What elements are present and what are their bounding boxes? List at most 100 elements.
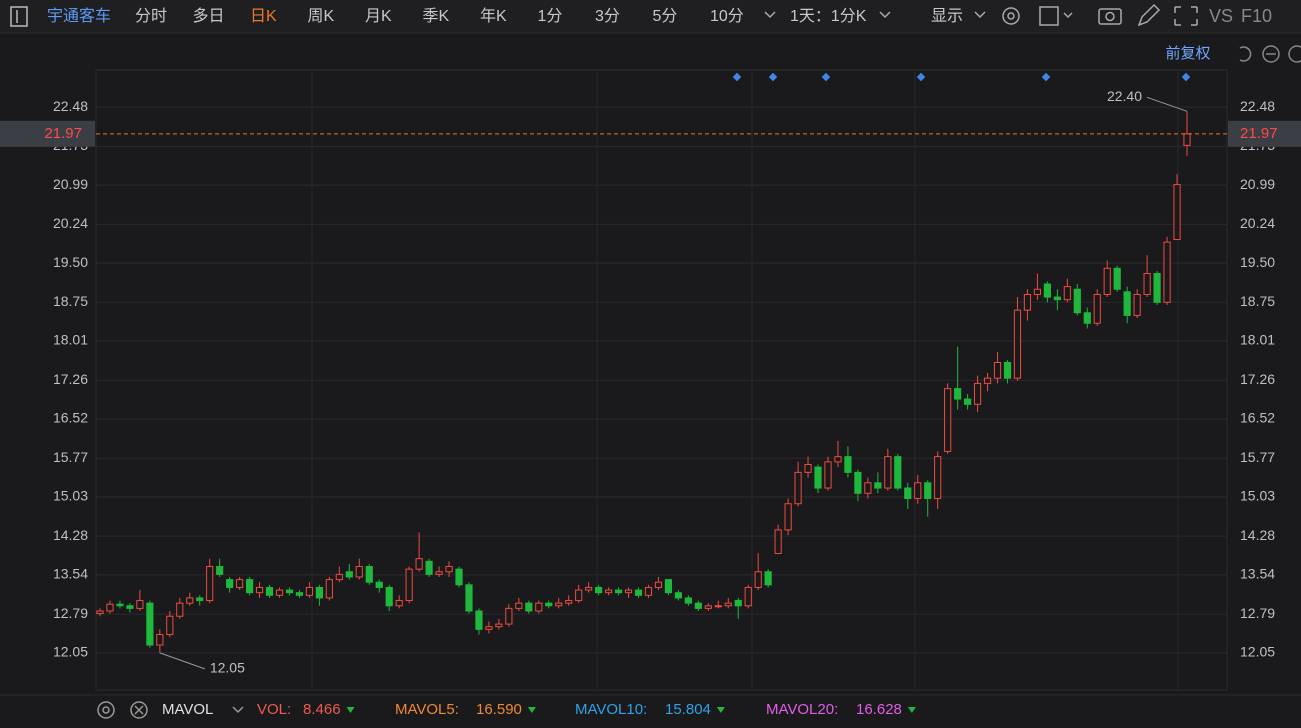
candle-body (854, 471, 862, 494)
candle-body (315, 586, 323, 599)
candle-body (934, 456, 942, 500)
period-tab[interactable]: 日K (250, 8, 277, 25)
candle-body (694, 602, 702, 609)
candle-body (904, 487, 912, 500)
candle-body (405, 568, 413, 602)
toolbar (0, 0, 1301, 33)
candle-body (106, 603, 114, 612)
period-tab[interactable]: 月K (365, 8, 392, 25)
candle-body (275, 589, 284, 596)
down-arrow (907, 707, 916, 713)
candle-body (774, 529, 782, 554)
candle-body (614, 589, 623, 594)
indicator-value: 16.590 (476, 701, 522, 718)
period-tab[interactable]: 周K (308, 8, 335, 25)
candle-body (305, 586, 314, 596)
y-tick-label-right: 22.48 (1240, 98, 1275, 114)
toolbar-icons (764, 3, 1198, 27)
y-tick-label-right: 12.79 (1240, 605, 1275, 621)
annotation-leader (159, 652, 206, 670)
period-tab[interactable]: 年K (480, 7, 507, 25)
candle-body (226, 579, 234, 588)
candle-body (764, 571, 772, 586)
y-tick-label: 12.05 (53, 644, 88, 660)
candle-body (1113, 267, 1121, 290)
down-arrow (346, 707, 355, 713)
candle-body (255, 586, 264, 594)
indicator-label: MAVOL5: (395, 701, 459, 718)
candle-body (156, 634, 164, 646)
candle-body (545, 602, 553, 607)
indicator-label: MAVOL10: (575, 701, 647, 718)
adjust-mode[interactable]: 前复权 (1165, 44, 1210, 62)
candle-body (236, 579, 244, 588)
candle-body (1043, 283, 1051, 298)
candle-body (96, 610, 104, 615)
tool-button[interactable]: VS (1209, 6, 1233, 26)
y-tick-label-right: 18.01 (1240, 332, 1275, 348)
candle-body (1093, 293, 1101, 324)
y-tick-label-right: 20.24 (1240, 215, 1275, 231)
period-tab[interactable]: 分时 (135, 7, 167, 25)
display-menu[interactable]: 显示 (931, 8, 963, 25)
period-tab[interactable]: 3分 (595, 7, 620, 25)
y-tick-label-right: 12.05 (1240, 644, 1275, 660)
candle-body (116, 603, 124, 607)
candle-body (565, 600, 573, 604)
candle-body (1143, 273, 1151, 295)
candle-body (465, 584, 473, 612)
annotation-label: 22.40 (1107, 88, 1142, 104)
candle-body (335, 573, 343, 581)
tool-button[interactable]: F10 (1241, 6, 1272, 26)
period-tab[interactable]: 1分 (538, 7, 563, 25)
y-tick-label-right: 19.50 (1240, 254, 1275, 270)
y-tick-label: 15.77 (53, 449, 88, 465)
candle-body (375, 581, 383, 588)
candle-body (884, 456, 892, 489)
candle-body (455, 568, 463, 586)
candle-body (744, 586, 752, 607)
candle-body (126, 605, 134, 609)
stock-name[interactable]: 宇通客车 (47, 7, 111, 25)
period-tab[interactable]: 多日 (193, 7, 225, 25)
candle-body (664, 579, 673, 594)
y-tick-label-right: 17.26 (1240, 371, 1275, 387)
candle-body (505, 607, 513, 625)
candle-body (1163, 241, 1171, 303)
candle-body (964, 398, 972, 405)
candle-body (794, 471, 802, 505)
candle-body (1083, 312, 1091, 324)
y-tick-label-right: 18.75 (1240, 293, 1275, 309)
candle-body (724, 602, 732, 607)
sidebar-toggle[interactable] (10, 6, 28, 27)
last-price-label: 21.97 (44, 125, 82, 142)
candle-body (864, 482, 872, 494)
candle-body (285, 589, 294, 594)
candle-body (485, 626, 493, 630)
indicator-name[interactable]: MAVOL (162, 701, 213, 718)
y-tick-label-right: 15.03 (1240, 488, 1275, 504)
indicator-label: VOL: (257, 701, 291, 718)
y-tick-label-right: 14.28 (1240, 527, 1275, 543)
candle-body (355, 566, 363, 578)
candle-body (954, 388, 962, 400)
candle-body (395, 600, 403, 607)
candle-body (1073, 288, 1081, 314)
candle-body (555, 602, 563, 607)
period-tab[interactable]: 5分 (653, 7, 678, 25)
candle-body (924, 482, 932, 500)
indicator-value: 15.804 (665, 701, 711, 718)
period-select[interactable]: 1天：1分K (790, 7, 867, 25)
y-tick-label: 20.24 (53, 215, 88, 231)
candle-body (345, 571, 353, 578)
y-tick-label: 18.01 (53, 332, 88, 348)
candle-body (804, 463, 812, 473)
period-tab[interactable]: 季K (423, 7, 450, 25)
y-tick-label-right: 15.77 (1240, 449, 1275, 465)
candle-body (325, 579, 333, 599)
candle-body (585, 586, 593, 591)
annotation-leader (1146, 96, 1188, 112)
down-arrow (716, 707, 725, 713)
period-tab[interactable]: 10分 (710, 7, 744, 25)
